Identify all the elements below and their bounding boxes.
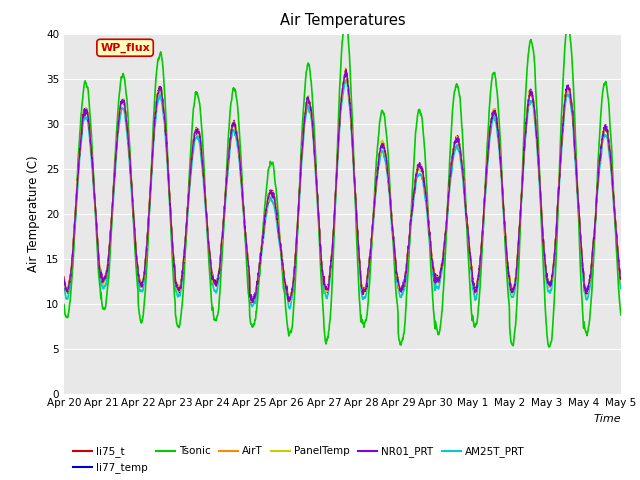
- Title: Air Temperatures: Air Temperatures: [280, 13, 405, 28]
- Legend: li75_t, li77_temp, Tsonic, AirT, PanelTemp, NR01_PRT, AM25T_PRT: li75_t, li77_temp, Tsonic, AirT, PanelTe…: [69, 442, 529, 478]
- Y-axis label: Air Temperature (C): Air Temperature (C): [28, 156, 40, 272]
- Text: WP_flux: WP_flux: [100, 43, 150, 53]
- X-axis label: Time: Time: [593, 414, 621, 424]
